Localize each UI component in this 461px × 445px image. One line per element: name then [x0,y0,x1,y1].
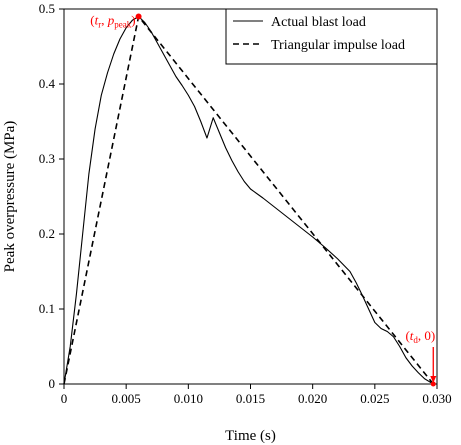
x-tick-label: 0.015 [236,391,265,406]
annotations: (tr, ppeak) (td, 0) [90,13,437,387]
y-axis-title: Peak overpressure (MPa) [2,121,18,273]
peak-annotation: (tr, ppeak) [90,13,135,30]
end-marker [430,381,436,387]
y-tick-label: 0.3 [39,151,55,166]
y-tick-label: 0.1 [39,301,55,316]
x-tick-label: 0 [61,391,68,406]
series-line-triangular [63,15,434,385]
series-line-actual [63,15,434,385]
x-tick-label: 0.005 [112,391,141,406]
x-tick-label: 0.030 [422,391,451,406]
legend-box [225,8,438,65]
series-layer [63,15,434,385]
y-tick-label: 0.5 [39,1,55,16]
legend-label: Triangular impulse load [271,38,405,53]
x-tick-label: 0.025 [360,391,389,406]
y-tick-label: 0.2 [39,226,55,241]
legend-label: Actual blast load [271,15,366,30]
x-tick-label: 0.020 [298,391,327,406]
y-tick-label: 0 [49,376,56,391]
x-axis-title: Time (s) [225,428,276,444]
end-arrow-head [430,376,437,383]
peak-marker [135,13,142,20]
legend: Actual blast load Triangular impulse load [225,8,438,65]
x-tick-label: 0.010 [174,391,203,406]
axes: 0 0.005 0.010 0.015 0.020 0.025 0.030 0 0.1 0.2 0.… [2,1,452,444]
y-tick-label: 0.4 [39,76,56,91]
end-annotation: (td, 0) [405,328,435,345]
